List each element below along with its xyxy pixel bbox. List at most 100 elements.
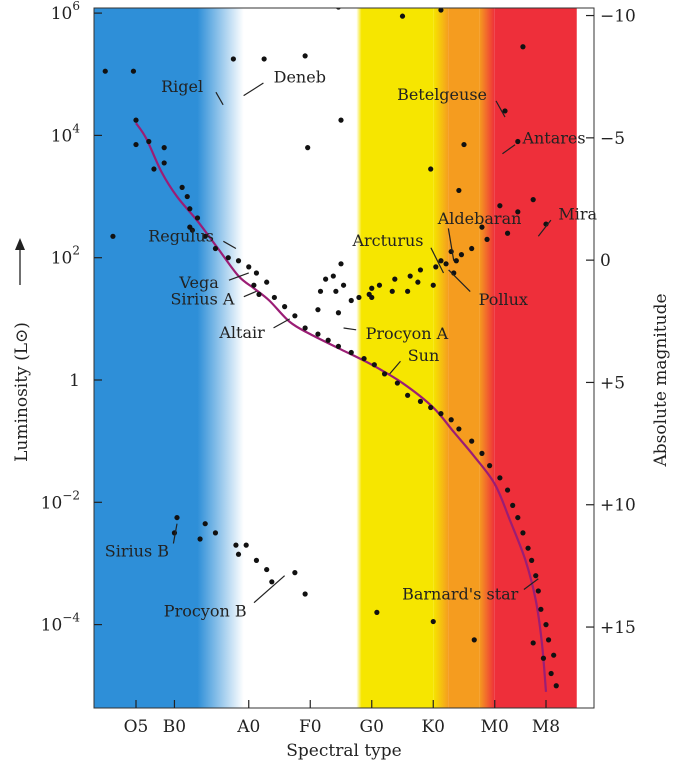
stars-layer: [102, 8, 559, 689]
y-tick-base: 10: [51, 126, 73, 146]
star-point: [371, 362, 377, 368]
star-point: [545, 637, 552, 643]
star-point: [348, 349, 354, 356]
star-point: [392, 276, 398, 282]
y-tick-label: 102: [51, 244, 80, 269]
star-point: [504, 487, 511, 493]
star-point: [133, 141, 139, 148]
star-point: [520, 530, 526, 536]
plot-frame: [93, 7, 595, 709]
y-tick-base: 10: [51, 4, 73, 24]
x-axis: O5 B0 A0 F0 G0 K0 M0 M8: [124, 700, 560, 737]
star-point: [292, 313, 298, 319]
star-point: [453, 258, 459, 264]
star-point: [520, 44, 526, 50]
annotation-leader: [343, 327, 357, 331]
star-point: [302, 325, 308, 331]
star-point: [497, 475, 503, 481]
star-point: [253, 270, 260, 276]
star-point: [212, 245, 219, 252]
star-point: [417, 267, 424, 273]
star-point: [448, 417, 454, 423]
star-point: [336, 8, 341, 10]
annotation-label: Barnard's star: [402, 585, 519, 604]
band-yellow: [361, 8, 434, 708]
star-point: [471, 637, 477, 643]
star-point: [315, 307, 321, 313]
star-point: [479, 224, 485, 230]
star-point: [515, 514, 521, 521]
x-axis-title: Spectral type: [286, 741, 401, 761]
star-point: [540, 655, 547, 661]
annotations-layer: Rigel Deneb Betelgeuse Antares Aldebaran Mira…: [105, 68, 598, 621]
star-point: [433, 264, 439, 270]
star-point: [202, 521, 208, 527]
star-point: [251, 282, 257, 288]
star-point: [415, 279, 421, 285]
star-point: [110, 233, 116, 239]
star-point: [323, 276, 329, 282]
star-point: [261, 56, 267, 62]
y-tick-label: 106: [51, 0, 80, 24]
star-point: [194, 215, 201, 221]
star-point: [302, 591, 308, 597]
star-point: [325, 337, 331, 343]
annotation-leader: [273, 318, 291, 329]
star-point: [197, 536, 203, 542]
annotation-leader: [495, 100, 506, 118]
star-point: [428, 404, 434, 411]
star-point: [407, 273, 413, 279]
star-point: [374, 609, 380, 615]
annotation-leader: [223, 240, 237, 250]
y-tick-exponent: −4: [62, 611, 80, 625]
annotation-leader: [243, 82, 264, 97]
mag-tick-label: −10: [600, 7, 636, 27]
y-tick-exponent: −2: [62, 488, 80, 502]
annotation-label: Sun: [408, 346, 440, 365]
annotation-label: Antares: [521, 129, 585, 148]
y-axis-title: Luminosity (L⊙): [12, 322, 32, 462]
annotation-label: Deneb: [274, 68, 326, 87]
star-point: [174, 514, 180, 521]
star-point: [271, 294, 277, 301]
star-point: [543, 622, 549, 628]
band-yellow-orange-fade: [433, 8, 449, 708]
star-point: [340, 282, 347, 288]
y-tick-base: 10: [41, 616, 63, 636]
band-blue-white-fade: [197, 8, 244, 708]
annotation-leader: [430, 247, 445, 274]
star-point: [161, 160, 167, 166]
star-point: [438, 411, 444, 417]
star-point: [533, 573, 539, 579]
star-point: [535, 588, 541, 594]
star-point: [551, 652, 557, 658]
star-point: [399, 13, 406, 19]
star-point: [361, 355, 367, 362]
star-point: [225, 255, 231, 261]
star-point: [417, 398, 424, 405]
mag-tick-label: −5: [600, 129, 625, 149]
star-point: [376, 282, 383, 288]
annotation-label: Altair: [218, 323, 265, 342]
annotation-label: Aldebaran: [437, 209, 522, 228]
mag-tick-label: +15: [600, 618, 636, 638]
main-sequence-layer: [135, 122, 548, 692]
y-axis-arrow: [15, 238, 25, 285]
star-point: [430, 282, 436, 288]
star-point: [484, 236, 490, 242]
y-tick-exponent: 6: [72, 0, 80, 13]
star-point: [438, 258, 444, 264]
band-white: [243, 8, 357, 708]
annotation-label: Vega: [178, 273, 219, 292]
annotation-label: Sirius A: [170, 289, 234, 308]
star-point: [233, 542, 239, 548]
star-point: [428, 166, 434, 172]
star-point: [333, 288, 339, 294]
annotation-label: Mira: [558, 204, 597, 223]
star-point: [458, 252, 465, 258]
star-point: [443, 261, 449, 267]
star-point: [456, 426, 462, 432]
star-point: [335, 310, 342, 316]
y-tick-label: 104: [51, 121, 81, 146]
